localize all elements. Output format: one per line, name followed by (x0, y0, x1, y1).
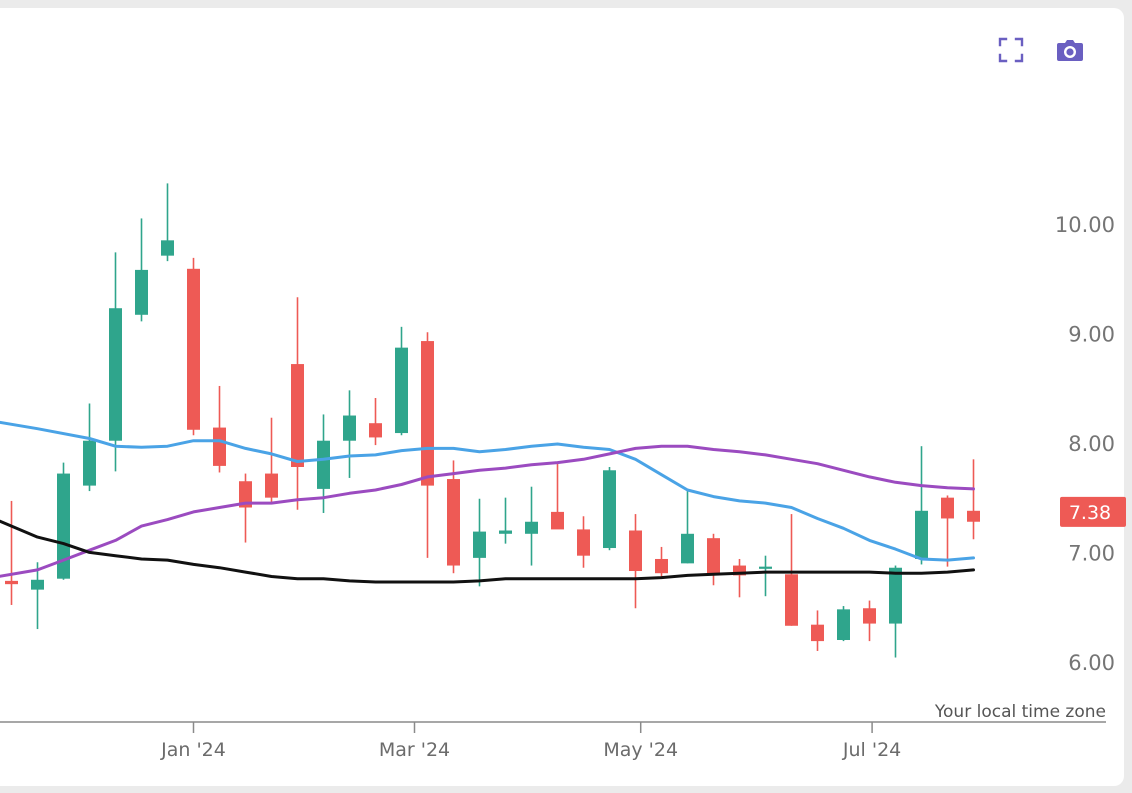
candle[interactable] (551, 461, 564, 530)
candle-body (863, 608, 876, 624)
candle[interactable] (161, 183, 174, 262)
candle-body (5, 580, 18, 585)
candle-body (395, 347, 408, 434)
candle[interactable] (759, 555, 772, 597)
camera-button[interactable] (1050, 30, 1090, 70)
camera-icon (1057, 40, 1083, 61)
candle-body (317, 440, 330, 489)
candle-body (759, 566, 772, 569)
candle[interactable] (447, 460, 460, 574)
candle-body (213, 427, 226, 466)
candle-body (655, 558, 668, 574)
candle[interactable] (343, 390, 356, 478)
y-tick-label: 6.00 (1068, 651, 1115, 675)
candle-body (889, 567, 902, 624)
x-tick-label: Jan '24 (160, 739, 226, 761)
y-axis: 6.00 7.00 8.00 9.00 10.00 (1055, 213, 1115, 675)
candle[interactable] (707, 533, 720, 586)
candle-body (707, 538, 720, 576)
candle[interactable] (655, 546, 668, 578)
candle-body (681, 533, 694, 564)
candle[interactable] (291, 297, 304, 510)
candle-body (941, 497, 954, 519)
candle-body (265, 473, 278, 498)
candle-body (525, 521, 538, 534)
candle[interactable] (681, 491, 694, 564)
candle-body (31, 579, 44, 590)
candle-body (343, 415, 356, 441)
x-axis: Jan '24 Mar '24 May '24 Jul '24 (160, 722, 901, 761)
candle[interactable] (369, 398, 382, 446)
candle-body (733, 565, 746, 576)
candle-body (135, 269, 148, 315)
candle[interactable] (733, 558, 746, 598)
candle-body (785, 574, 798, 626)
candle-body (239, 481, 252, 508)
candle-body (603, 470, 616, 549)
candle-body (915, 510, 928, 559)
y-tick-label: 10.00 (1055, 213, 1115, 237)
candle[interactable] (941, 495, 954, 567)
candle[interactable] (265, 417, 278, 505)
candle[interactable] (629, 514, 642, 609)
candle-body (161, 240, 174, 256)
timezone-label: Your local time zone (934, 702, 1106, 722)
candle[interactable] (915, 446, 928, 565)
candle-body (57, 473, 70, 579)
y-tick-label: 9.00 (1068, 323, 1115, 347)
candle[interactable] (83, 403, 96, 492)
moving-average-line (0, 519, 975, 584)
candle-body (577, 529, 590, 556)
fullscreen-button[interactable] (991, 30, 1031, 70)
candle-body (629, 530, 642, 572)
candle-body (551, 511, 564, 530)
last-price-badge (1060, 496, 1126, 527)
candle[interactable] (837, 606, 850, 642)
candle[interactable] (31, 562, 44, 630)
candle[interactable] (967, 459, 980, 540)
y-tick-label: 8.00 (1068, 432, 1115, 456)
last-price-marker: 7.38 (1060, 496, 1126, 527)
candle-body (83, 440, 96, 486)
candle[interactable] (473, 498, 486, 587)
candles-layer (5, 183, 980, 658)
candle-body (187, 268, 200, 430)
candle[interactable] (811, 610, 824, 651)
x-tick-label: Jul '24 (842, 739, 901, 761)
candle-body (499, 530, 512, 534)
candle-body (291, 364, 304, 467)
candle-body (811, 624, 824, 642)
candle[interactable] (135, 218, 148, 322)
candle[interactable] (499, 497, 512, 544)
moving-average-line (0, 444, 975, 578)
candle-body (109, 308, 122, 441)
candle[interactable] (785, 514, 798, 626)
candle[interactable] (213, 385, 226, 473)
candle[interactable] (577, 516, 590, 568)
candle-body (447, 479, 460, 566)
candle[interactable] (863, 600, 876, 642)
candle[interactable] (5, 500, 18, 605)
candle[interactable] (239, 473, 252, 543)
fullscreen-icon (998, 37, 1024, 63)
candle[interactable] (395, 326, 408, 436)
candle[interactable] (187, 257, 200, 436)
candle-body (369, 423, 382, 438)
candle-body (967, 510, 980, 522)
moving-average-line (0, 420, 975, 562)
x-tick-label: Mar '24 (379, 739, 450, 761)
candle[interactable] (603, 466, 616, 551)
candle-body (837, 609, 850, 641)
candle[interactable] (889, 565, 902, 658)
last-price-label: 7.38 (1069, 502, 1111, 524)
moving-averages-layer (0, 420, 975, 584)
x-tick-label: May '24 (603, 739, 678, 761)
candle[interactable] (421, 332, 434, 558)
candle[interactable] (109, 252, 122, 472)
y-tick-label: 7.00 (1068, 542, 1115, 566)
candle-body (421, 341, 434, 486)
candle-body (473, 531, 486, 558)
candle[interactable] (525, 486, 538, 566)
